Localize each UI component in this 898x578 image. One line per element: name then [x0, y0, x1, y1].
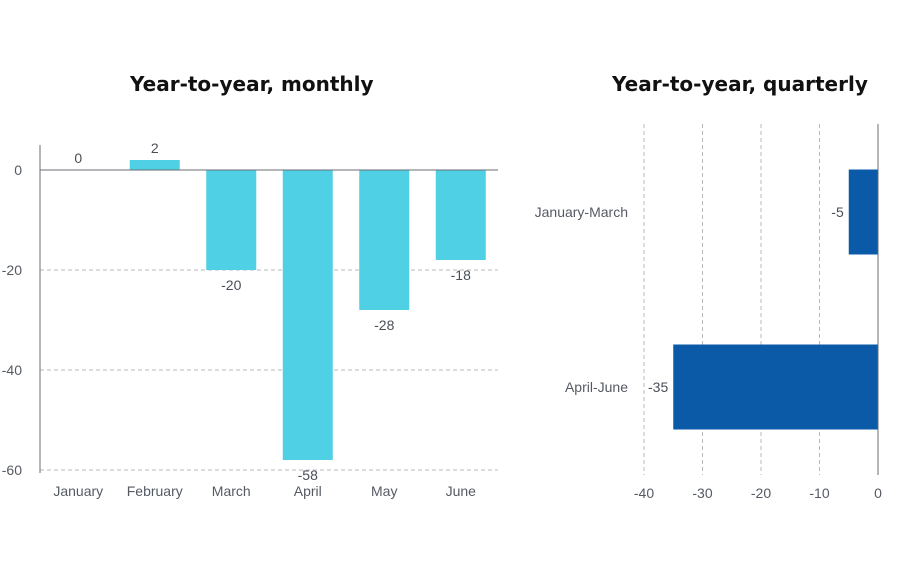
monthly-data-label: 0 — [74, 150, 82, 166]
quarterly-x-tick-label: 0 — [874, 485, 882, 501]
monthly-data-label: -18 — [451, 267, 471, 283]
quarterly-x-tick-label: -10 — [809, 485, 829, 501]
monthly-y-tick-label: -60 — [2, 462, 22, 478]
quarterly-y-tick-label: April-June — [565, 379, 628, 395]
monthly-x-tick-label: January — [53, 483, 103, 499]
monthly-bar — [129, 160, 180, 170]
monthly-chart-title: Year-to-year, monthly — [130, 72, 374, 96]
monthly-bar — [435, 170, 486, 260]
quarterly-y-tick-label: January-March — [535, 204, 628, 220]
monthly-bar — [359, 170, 410, 310]
monthly-data-label: -20 — [221, 277, 241, 293]
monthly-y-tick-label: -40 — [2, 362, 22, 378]
quarterly-data-label: -5 — [831, 204, 844, 220]
quarterly-x-tick-label: -20 — [751, 485, 771, 501]
quarterly-x-tick-label: -40 — [634, 485, 654, 501]
monthly-data-label: 2 — [151, 140, 159, 156]
quarterly-bar — [848, 169, 878, 255]
quarterly-data-label: -35 — [648, 379, 668, 395]
monthly-x-tick-label: February — [127, 483, 183, 499]
monthly-bar — [282, 170, 333, 460]
monthly-y-tick-label: 0 — [14, 162, 22, 178]
monthly-data-label: -58 — [298, 467, 318, 483]
monthly-bar — [206, 170, 257, 270]
monthly-x-tick-label: May — [371, 483, 397, 499]
monthly-y-tick-label: -20 — [2, 262, 22, 278]
quarterly-bar — [673, 344, 878, 430]
monthly-x-tick-label: April — [294, 483, 322, 499]
monthly-data-label: -28 — [374, 317, 394, 333]
quarterly-x-tick-label: -30 — [692, 485, 712, 501]
quarterly-chart-title: Year-to-year, quarterly — [612, 72, 868, 96]
monthly-x-tick-label: March — [212, 483, 251, 499]
monthly-x-tick-label: June — [446, 483, 477, 499]
